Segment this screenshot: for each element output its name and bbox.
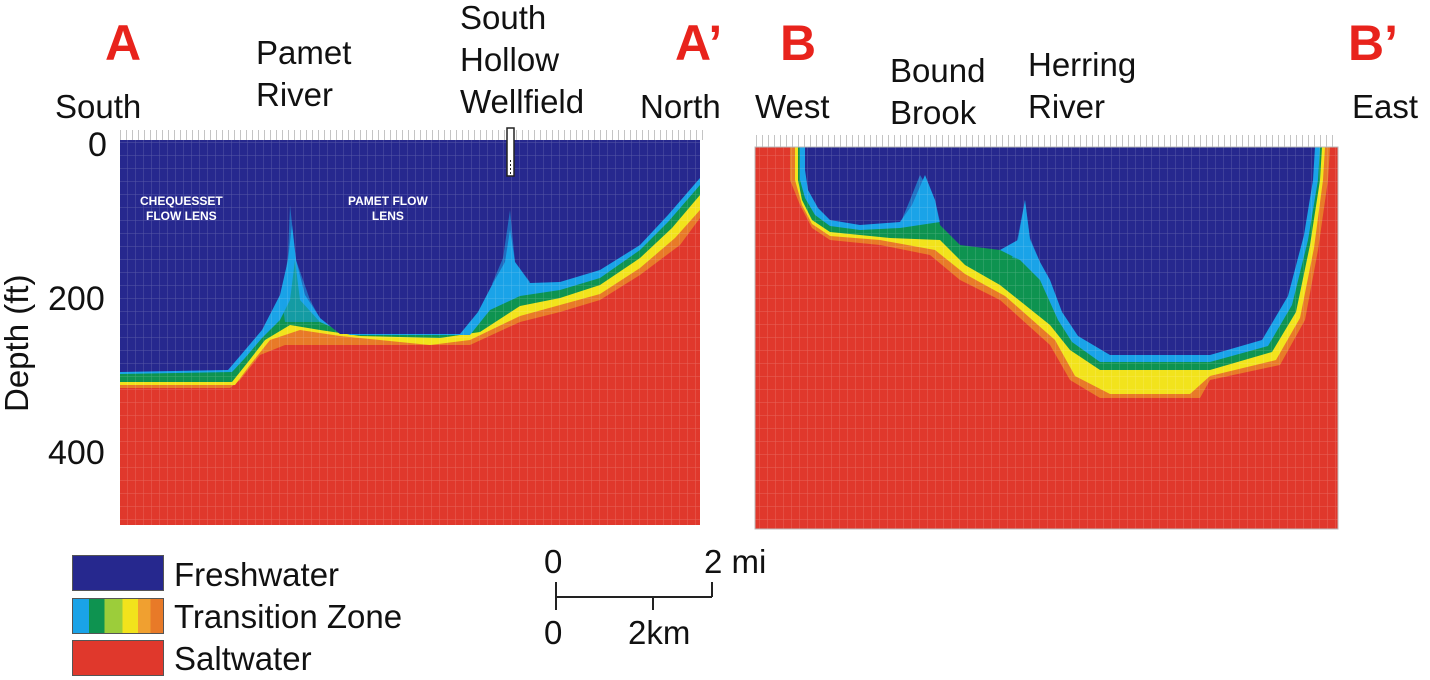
pamet-lens-line-2: LENS — [371, 209, 404, 223]
bound-brook-line-2: Brook — [890, 94, 977, 131]
legend-saltwater-swatch — [72, 640, 164, 676]
herring-river-line-2: River — [1028, 88, 1106, 125]
scale-bottom-mid: 2km — [628, 614, 691, 651]
scale-bar — [555, 582, 713, 610]
chequesset-lens-label: CHEQUESSET FLOW LENS — [140, 194, 223, 224]
section-a-panel — [118, 127, 706, 525]
section-b-panel — [754, 135, 1339, 530]
scale-bottom-start: 0 — [544, 614, 563, 651]
section-b-border — [754, 146, 1339, 530]
legend-transition-label: Transition Zone — [174, 598, 403, 635]
section-a-top-ticks — [118, 130, 706, 140]
herring-river-line-1: Herring — [1028, 46, 1137, 83]
legend-transition-swatch — [72, 598, 164, 634]
section-b-east-label: East — [1352, 88, 1419, 125]
pamet-river-line-1: Pamet — [256, 34, 352, 71]
depth-tick-0: 0 — [88, 126, 107, 164]
depth-tick-400: 400 — [48, 434, 105, 472]
depth-tick-200: 200 — [48, 280, 105, 318]
legend-saltwater-label: Saltwater — [174, 640, 312, 677]
section-a-start-marker: A — [105, 15, 142, 71]
south-hollow-line-2: Hollow — [460, 41, 560, 78]
wellfield-well-icon — [506, 127, 515, 177]
legend-freshwater-label: Freshwater — [174, 556, 340, 593]
pamet-river-label: Pamet River — [256, 32, 351, 116]
chequesset-line-2: FLOW LENS — [146, 209, 217, 223]
section-b-start-marker: B — [780, 15, 817, 71]
scale-top-start: 0 — [544, 543, 563, 580]
scale-top-end: 2 mi — [704, 543, 767, 580]
pamet-lens-label: PAMET FLOW LENS — [348, 194, 428, 224]
south-hollow-wellfield-label: South Hollow Wellfield — [460, 0, 584, 123]
chequesset-line-1: CHEQUESSET — [140, 194, 223, 208]
section-b-top-ticks — [755, 135, 1338, 147]
section-b-end-marker: B’ — [1348, 15, 1398, 71]
section-a-south-label: South — [55, 88, 142, 125]
herring-river-label: Herring River — [1028, 44, 1136, 128]
section-a-end-marker: A’ — [675, 15, 723, 71]
section-b-grid — [755, 147, 1338, 529]
bound-brook-line-1: Bound — [890, 52, 986, 89]
section-a-grid — [120, 140, 700, 525]
legend-freshwater-swatch — [72, 555, 164, 591]
section-a-north-label: North — [640, 88, 721, 125]
pamet-lens-line-1: PAMET FLOW — [348, 194, 428, 208]
south-hollow-line-1: South — [460, 0, 547, 36]
bound-brook-label: Bound Brook — [890, 50, 985, 134]
pamet-river-line-2: River — [256, 76, 334, 113]
south-hollow-line-3: Wellfield — [460, 83, 585, 120]
section-b-west-label: West — [755, 88, 830, 125]
